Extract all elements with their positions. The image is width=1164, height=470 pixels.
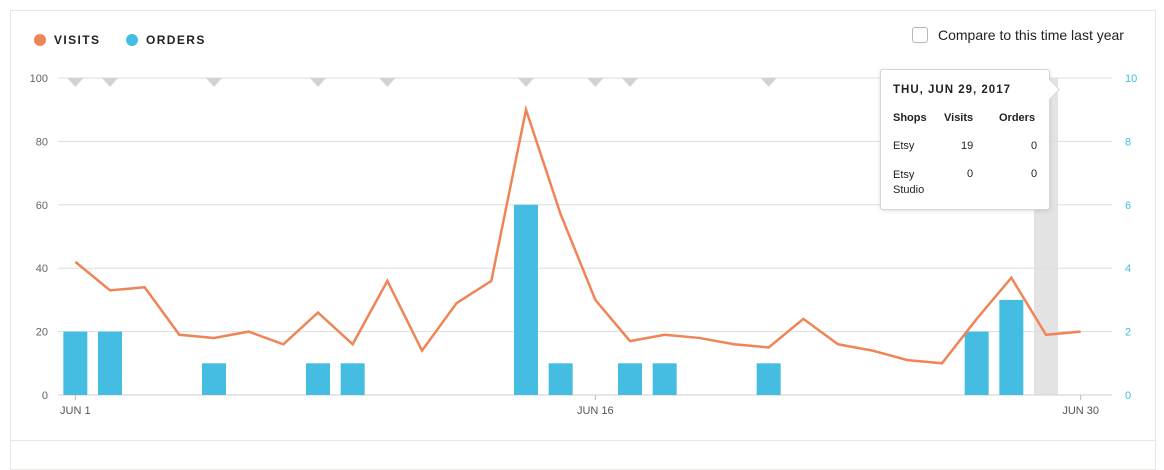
tooltip-row-shop: Etsy Studio — [893, 169, 925, 196]
tooltip-row-orders: 0 — [1031, 140, 1038, 152]
orders-bar — [618, 363, 642, 395]
legend-visits-label: VISITS — [54, 33, 101, 47]
y-right-tick-label: 10 — [1125, 73, 1137, 85]
day-tooltip: THU, JUN 29, 2017 Shops Visits Orders Et… — [880, 69, 1061, 210]
y-right-tick-label: 6 — [1125, 200, 1131, 212]
compare-toggle[interactable]: Compare to this time last year — [912, 27, 1124, 43]
y-left-tick-label: 40 — [36, 263, 48, 275]
tooltip-title: THU, JUN 29, 2017 — [893, 84, 1011, 96]
orders-bar — [548, 363, 573, 395]
event-marker-icon — [518, 78, 534, 87]
y-left-tick-label: 80 — [36, 136, 48, 148]
y-left-tick-label: 100 — [30, 73, 48, 85]
panel-divider — [10, 440, 1156, 441]
event-marker-icon — [310, 78, 326, 87]
tooltip-header-orders: Orders — [999, 112, 1036, 124]
legend-orders-label: ORDERS — [146, 33, 206, 47]
y-left-tick-label: 0 — [42, 390, 48, 402]
x-tick-label: JUN 1 — [60, 405, 91, 417]
y-left-tick-label: 20 — [36, 327, 48, 339]
tooltip-row-orders: 0 — [1031, 168, 1038, 180]
visits-line — [74, 104, 1081, 365]
orders-bar — [306, 363, 330, 395]
event-marker-icon — [587, 78, 604, 87]
event-marker-icon — [102, 78, 118, 87]
y-right-tick-label: 2 — [1125, 327, 1131, 339]
orders-bar — [756, 363, 781, 395]
orders-bar — [63, 331, 88, 395]
tooltip-row-visits: 0 — [967, 168, 974, 180]
orders-bar — [98, 331, 122, 395]
orders-bar — [964, 331, 989, 395]
orders-bar — [514, 204, 538, 395]
x-tick-label: JUN 30 — [1062, 405, 1099, 417]
legend-orders[interactable]: ORDERS — [126, 33, 206, 47]
orders-dot-icon — [126, 34, 138, 46]
y-right-tick-label: 4 — [1125, 263, 1131, 275]
compare-label: Compare to this time last year — [938, 27, 1124, 43]
orders-bar — [999, 299, 1024, 395]
tooltip-header-visits: Visits — [944, 112, 974, 124]
visits-dot-icon — [34, 34, 46, 46]
x-tick-label: JUN 16 — [577, 405, 614, 417]
y-right-tick-label: 8 — [1125, 136, 1131, 148]
orders-bar — [340, 363, 365, 395]
event-marker-icon — [67, 78, 84, 87]
orders-bar — [652, 363, 677, 395]
compare-checkbox[interactable] — [912, 27, 928, 43]
tooltip-row-visits: 19 — [961, 140, 974, 152]
tooltip-row-shop: Etsy — [893, 140, 915, 152]
event-marker-icon — [760, 78, 777, 87]
visits-orders-chart: 0 0 20 2 40 4 60 6 80 8 100 10 JUN 1 JUN 16 JUN 30 — [30, 73, 1138, 417]
y-right-tick-label: 0 — [1125, 390, 1131, 402]
orders-bar — [202, 363, 226, 395]
legend-visits[interactable]: VISITS — [34, 33, 100, 47]
tooltip-header-shops: Shops — [893, 112, 927, 124]
event-marker-icon — [622, 78, 638, 87]
y-left-tick-label: 60 — [36, 200, 48, 212]
event-marker-icon — [379, 78, 396, 87]
event-marker-icon — [206, 78, 222, 87]
